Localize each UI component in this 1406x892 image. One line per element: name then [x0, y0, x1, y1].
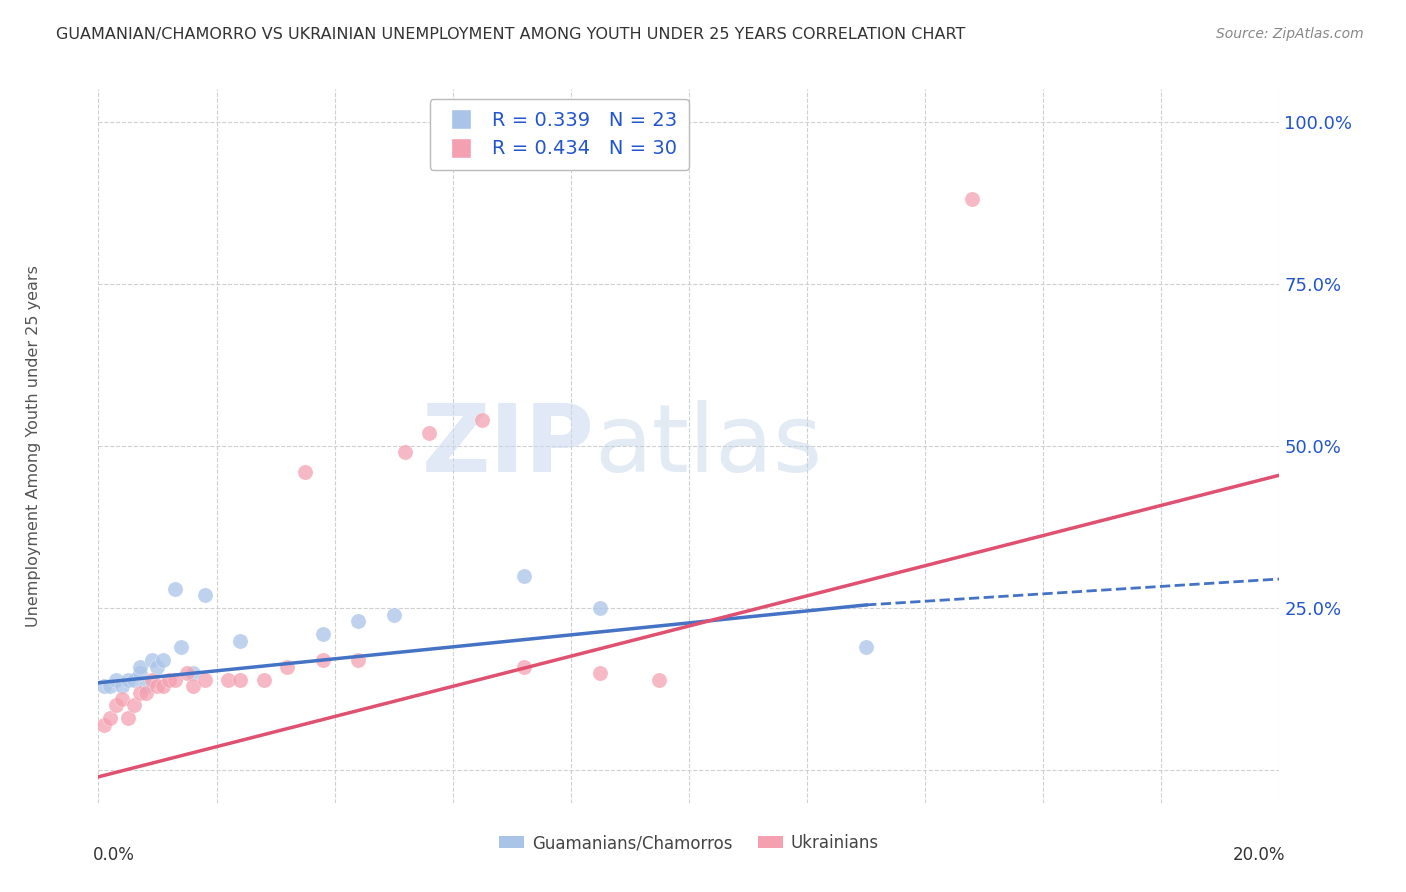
- Point: [312, 627, 335, 641]
- Point: [111, 679, 134, 693]
- Point: [229, 673, 252, 687]
- Point: [135, 685, 157, 699]
- Legend: Guamanians/Chamorros, Ukrainians: Guamanians/Chamorros, Ukrainians: [492, 828, 886, 859]
- Point: [217, 673, 239, 687]
- Point: [135, 679, 157, 693]
- Point: [165, 673, 187, 687]
- Point: [141, 673, 163, 687]
- Point: [170, 640, 193, 654]
- Point: [229, 633, 252, 648]
- Point: [382, 607, 405, 622]
- Point: [98, 679, 121, 693]
- Point: [98, 711, 121, 725]
- Point: [122, 673, 145, 687]
- Point: [512, 659, 534, 673]
- Point: [418, 425, 440, 440]
- Point: [347, 653, 370, 667]
- Point: [648, 673, 671, 687]
- Point: [122, 698, 145, 713]
- Text: 0.0%: 0.0%: [93, 846, 135, 863]
- Point: [294, 465, 316, 479]
- Point: [194, 673, 217, 687]
- Point: [128, 666, 150, 681]
- Point: [146, 679, 169, 693]
- Point: [141, 653, 163, 667]
- Point: [176, 666, 198, 681]
- Point: [181, 679, 204, 693]
- Point: [589, 666, 612, 681]
- Point: [128, 659, 150, 673]
- Point: [312, 653, 335, 667]
- Point: [152, 679, 174, 693]
- Point: [157, 673, 180, 687]
- Text: atlas: atlas: [595, 400, 823, 492]
- Point: [93, 718, 115, 732]
- Point: [117, 711, 139, 725]
- Text: GUAMANIAN/CHAMORRO VS UKRAINIAN UNEMPLOYMENT AMONG YOUTH UNDER 25 YEARS CORRELAT: GUAMANIAN/CHAMORRO VS UKRAINIAN UNEMPLOY…: [56, 27, 966, 42]
- Point: [117, 673, 139, 687]
- Text: Unemployment Among Youth under 25 years: Unemployment Among Youth under 25 years: [25, 265, 41, 627]
- Text: Source: ZipAtlas.com: Source: ZipAtlas.com: [1216, 27, 1364, 41]
- Point: [194, 588, 217, 602]
- Point: [93, 679, 115, 693]
- Point: [152, 653, 174, 667]
- Point: [394, 445, 416, 459]
- Point: [128, 685, 150, 699]
- Point: [165, 582, 187, 596]
- Point: [105, 673, 128, 687]
- Point: [855, 640, 877, 654]
- Point: [181, 666, 204, 681]
- Point: [962, 193, 984, 207]
- Point: [471, 413, 494, 427]
- Text: ZIP: ZIP: [422, 400, 595, 492]
- Point: [589, 601, 612, 615]
- Point: [111, 692, 134, 706]
- Point: [512, 568, 534, 582]
- Text: 20.0%: 20.0%: [1233, 846, 1285, 863]
- Point: [276, 659, 298, 673]
- Point: [253, 673, 276, 687]
- Point: [146, 659, 169, 673]
- Point: [105, 698, 128, 713]
- Point: [347, 614, 370, 628]
